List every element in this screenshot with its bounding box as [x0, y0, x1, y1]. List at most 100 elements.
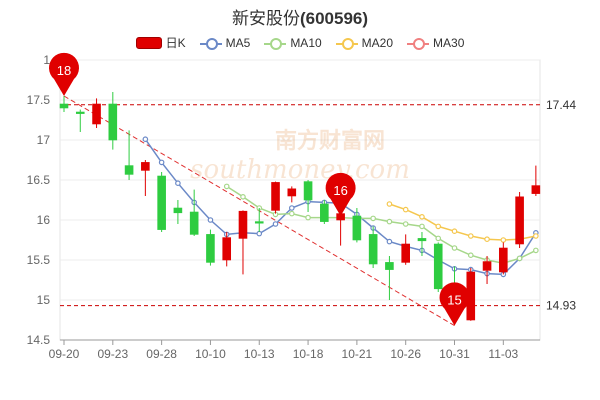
- y-tick-label: 17.5: [27, 93, 51, 107]
- candle-body: [222, 237, 232, 261]
- candle: [433, 242, 443, 292]
- ma10-swatch: [264, 37, 287, 50]
- ma-point-ma10: [467, 252, 474, 259]
- stock-code: (600596): [299, 9, 369, 28]
- candle: [206, 229, 215, 266]
- candle-body: [254, 221, 264, 224]
- price-marker: 15: [439, 282, 470, 326]
- ma-line-ma20: [389, 203, 537, 241]
- grid: 14.5 15 15.5 16 16.5 17 17.5 1 09-20 09-23 09-28 10…: [27, 53, 541, 361]
- candle-body: [238, 210, 248, 239]
- y-tick-label: 15: [37, 293, 51, 307]
- candle: [401, 234, 410, 265]
- y-tick-label: 17: [37, 133, 51, 147]
- ma-point-ma20: [419, 214, 425, 220]
- x-tick-label: 10-26: [390, 347, 421, 361]
- candle: [352, 208, 362, 243]
- ma-point-ma20: [484, 236, 490, 243]
- x-tick-label: 11-03: [488, 347, 518, 361]
- y-tick-label: 15.5: [27, 253, 51, 267]
- candle-body: [385, 262, 394, 270]
- candle-body: [320, 203, 329, 222]
- candle: [287, 186, 297, 203]
- watermark-en: southmoney.com: [190, 155, 410, 185]
- candle: [141, 160, 150, 196]
- ma-point-ma20: [467, 233, 474, 239]
- candle: [222, 232, 232, 267]
- candle-body: [108, 103, 118, 141]
- ma-point-ma10: [223, 183, 230, 190]
- candle: [59, 96, 69, 112]
- candle: [320, 200, 329, 224]
- candle-body: [499, 247, 508, 273]
- legend-item-ma20[interactable]: MA20: [335, 36, 393, 50]
- ma-point-ma5: [158, 159, 165, 166]
- ma-point-ma10: [386, 218, 393, 225]
- ma-point-ma10: [419, 223, 425, 230]
- candle: [173, 200, 183, 224]
- candle-body: [124, 165, 134, 175]
- candle: [108, 92, 118, 150]
- ma-point-ma10: [451, 245, 458, 251]
- x-tick-label: 10-21: [342, 347, 373, 361]
- ma5-swatch: [199, 37, 222, 50]
- ma-point-ma10: [240, 194, 246, 200]
- ma-point-ma10: [305, 214, 311, 221]
- ma-point-ma20: [435, 223, 442, 230]
- candle-body: [368, 234, 378, 265]
- watermark-cn: 南方财富网: [275, 128, 385, 154]
- ma-point-ma5: [272, 221, 279, 227]
- candle: [515, 192, 524, 248]
- candle: [189, 189, 199, 236]
- legend: 日K MA5 MA10 MA20 MA30: [0, 34, 600, 51]
- candles: [59, 92, 541, 321]
- candle-body: [59, 103, 69, 109]
- x-tick-label: 10-18: [293, 347, 324, 361]
- x-tick-label: 10-13: [244, 347, 275, 361]
- candle-body: [141, 162, 150, 171]
- candle-body: [75, 111, 85, 114]
- candle: [303, 180, 313, 212]
- candle-body: [157, 175, 166, 230]
- legend-item-ma30[interactable]: MA30: [407, 36, 464, 50]
- candle: [385, 256, 394, 300]
- candle: [499, 242, 508, 275]
- ma-point-ma10: [435, 235, 442, 242]
- ma-point-ma5: [142, 136, 149, 143]
- ma-point-ma5: [175, 180, 181, 187]
- ma-point-ma20: [451, 228, 458, 235]
- marker-label: 15: [447, 293, 461, 308]
- ma-point-ma5: [288, 205, 295, 211]
- y-tick-label: 14.5: [27, 333, 51, 347]
- x-tick-label: 09-23: [97, 347, 128, 361]
- legend-item-ma5[interactable]: MA5: [199, 36, 250, 50]
- legend-item-ma10[interactable]: MA10: [264, 35, 322, 50]
- stock-name: 新安股份: [231, 9, 300, 28]
- marker-pin: [49, 52, 79, 96]
- candle-body: [515, 196, 524, 245]
- marker-pin: [439, 282, 470, 326]
- y-tick-label: 1: [43, 53, 50, 67]
- candle-body: [531, 185, 541, 194]
- candle-body: [173, 207, 183, 214]
- legend-item-kline[interactable]: 日K: [135, 34, 186, 51]
- marker-pin: [325, 172, 356, 216]
- candle-body: [271, 182, 280, 211]
- x-tick-label: 09-20: [49, 347, 80, 361]
- candle-body: [433, 243, 443, 290]
- ma-point-ma10: [370, 215, 376, 222]
- candle-body: [417, 238, 427, 242]
- candle-body: [303, 181, 313, 201]
- ma30-swatch: [407, 37, 430, 50]
- ma-point-ma20: [402, 206, 409, 213]
- kline-swatch: [135, 36, 162, 49]
- legend-label-ma10: MA10: [290, 35, 322, 50]
- y-tick-label: 16.5: [27, 173, 51, 187]
- ma-point-ma20: [386, 201, 393, 207]
- candle-body: [206, 234, 215, 263]
- ma-point-ma10: [533, 247, 539, 254]
- ma20-swatch: [335, 37, 358, 50]
- candle: [124, 130, 134, 180]
- candle-body: [287, 188, 297, 197]
